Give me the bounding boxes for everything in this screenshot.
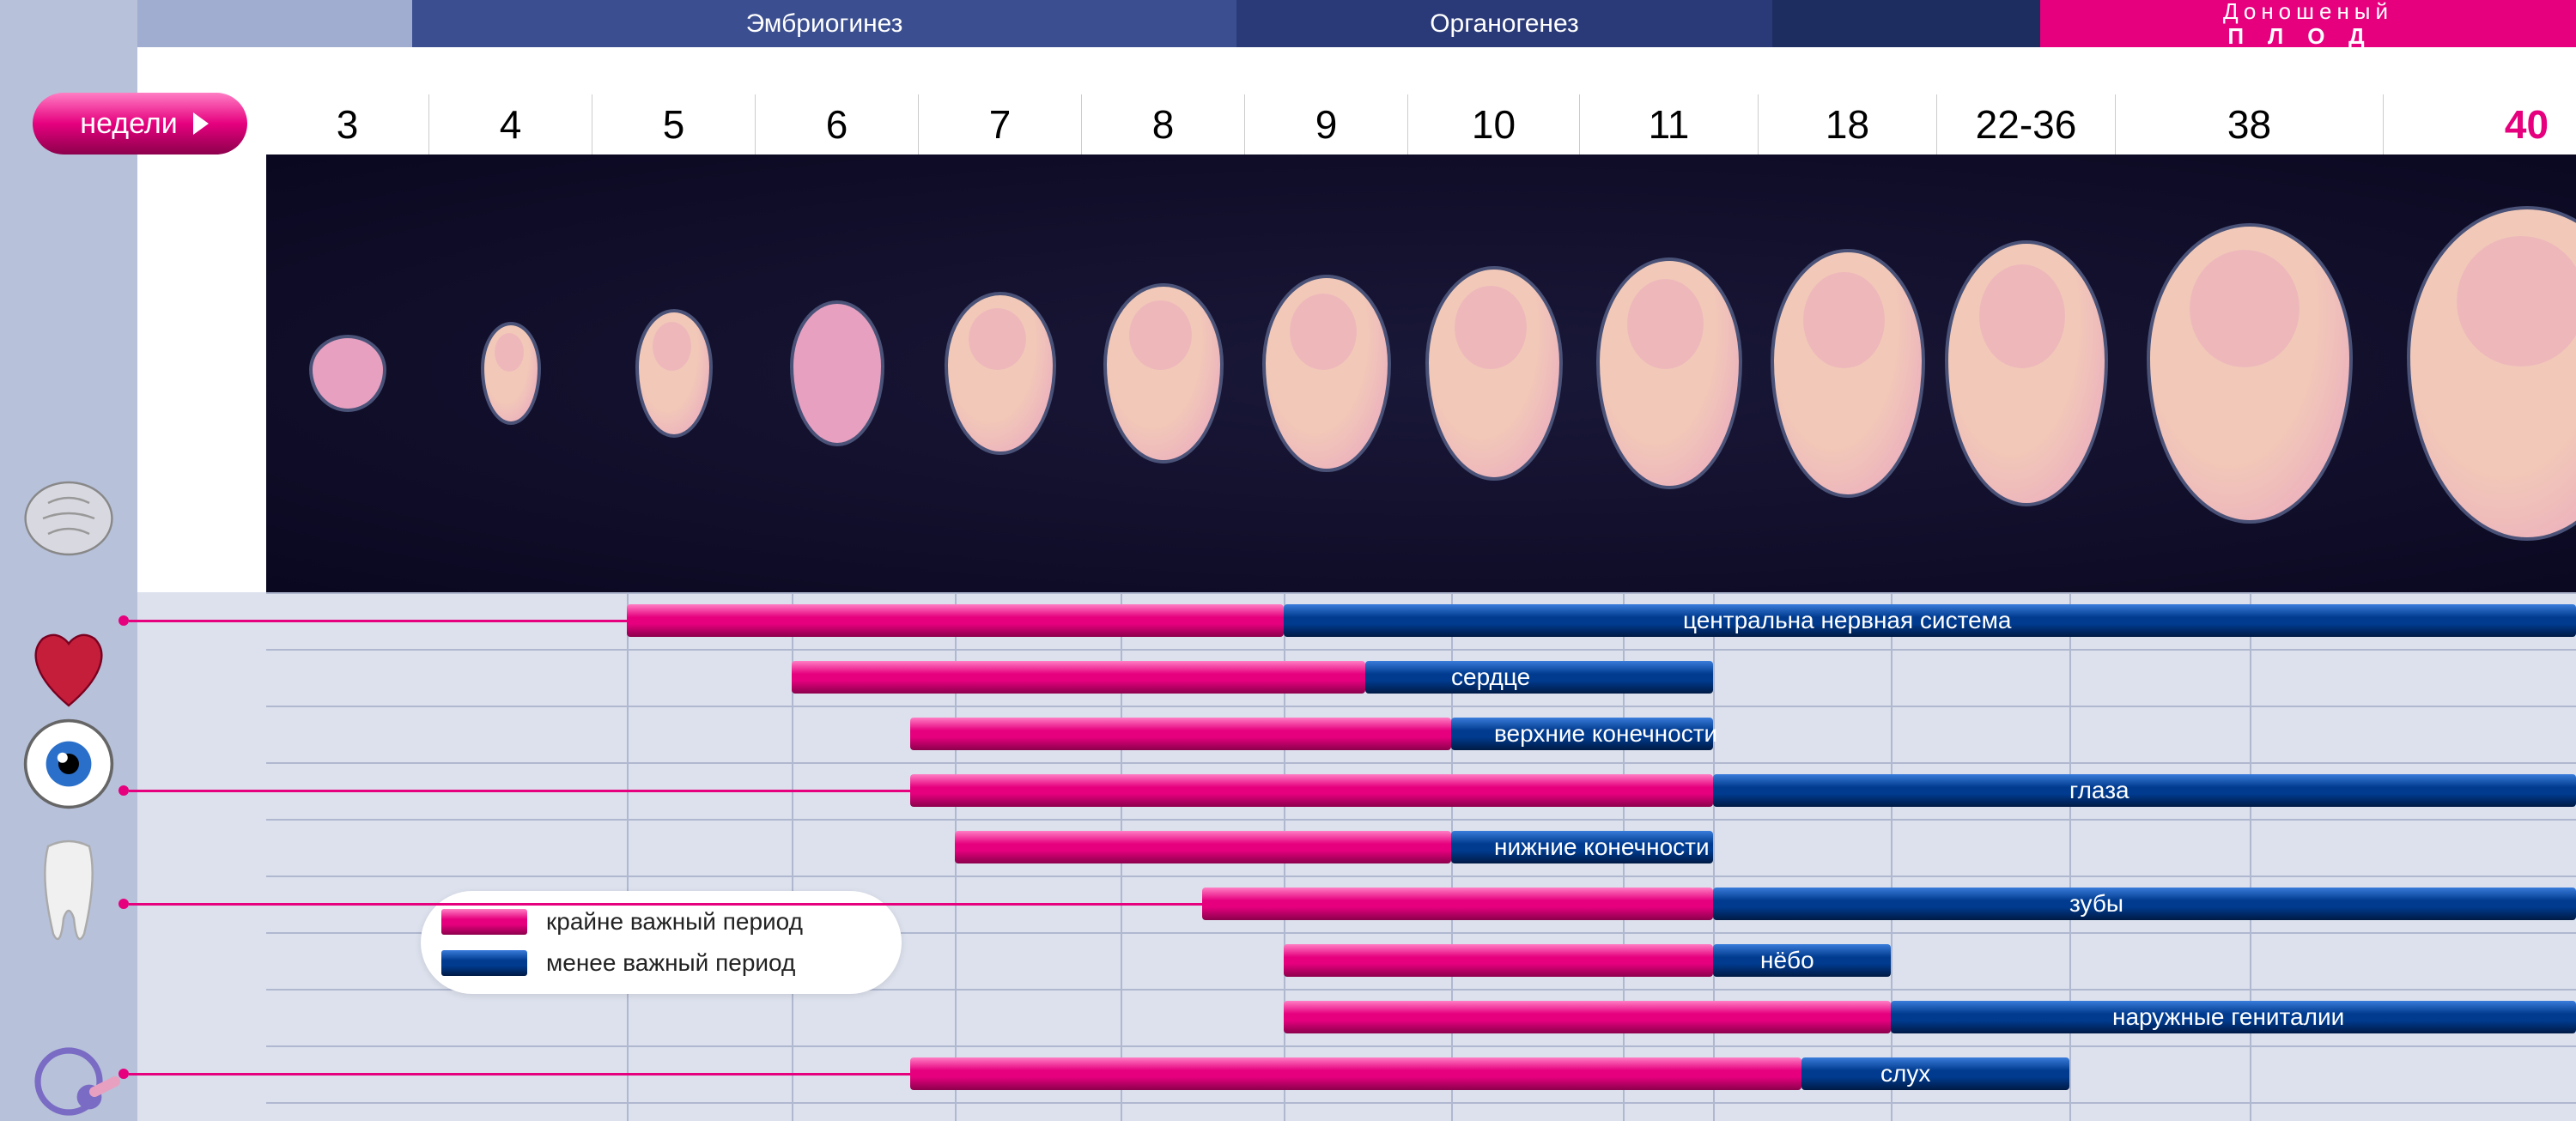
less-critical-period-bar: сердце [1365,661,1713,694]
less-critical-period-bar: слух [1801,1057,2069,1090]
eye-icon [17,712,120,815]
critical-period-bar [1284,944,1713,977]
less-critical-period-bar: центральна нервная система [1284,604,2576,637]
critical-period-bar [1202,888,1713,920]
week-cell: 18 [1759,94,1937,154]
weeks-badge: недели [33,93,247,154]
heart-icon [17,618,120,721]
embryo-cell [1580,154,1759,592]
critical-period-bar [955,831,1451,863]
organ-system-label: верхние конечности [1494,720,1717,748]
embryo-illustration [945,292,1056,455]
embryo-illustration [1262,275,1391,472]
critical-period-bar [792,661,1365,694]
week-cell: 22-36 [1937,94,2116,154]
week-cell: 11 [1580,94,1759,154]
period-block: ДоношеныйПЛОД [2040,0,2576,47]
embryo-cell [756,154,919,592]
embryo-illustration [309,335,386,412]
embryo-cell [592,154,756,592]
periods-header: ЭмбриогинезОрганогенез ДоношеныйПЛОД [137,0,2576,47]
week-cell: 5 [592,94,756,154]
legend-swatch [441,950,527,976]
week-cell: 10 [1408,94,1580,154]
embryo-cell [2384,154,2576,592]
week-cell: 8 [1082,94,1245,154]
week-cell: 38 [2116,94,2384,154]
less-critical-period-bar: нижние конечности [1451,831,1713,863]
embryo-cell [919,154,1082,592]
organ-system-label: слух [1880,1060,1930,1088]
embryo-cell [429,154,592,592]
organ-system-label: сердце [1451,663,1530,691]
chart-area: крайне важный периодменее важный период … [137,592,2576,1121]
critical-period-bar [910,718,1451,750]
organ-system-label: нёбо [1760,947,1814,974]
connector-line [129,903,1202,906]
legend-swatch [441,909,527,935]
less-critical-period-bar: нёбо [1713,944,1891,977]
connector-line [129,620,627,622]
critical-period-bar [910,1057,1801,1090]
period-block: Органогенез [1236,0,1772,47]
embryo-cell [1759,154,1937,592]
less-critical-period-bar: верхние конечности [1451,718,1713,750]
week-cell: 9 [1245,94,1408,154]
ear-icon [17,1030,120,1133]
embryo-cell [1408,154,1580,592]
week-cell: 3 [266,94,429,154]
embryo-illustration [2147,223,2353,524]
week-cell: 40 [2384,94,2576,154]
week-cell: 6 [756,94,919,154]
critical-period-bar [1284,1001,1891,1033]
connector-line [129,1073,910,1075]
legend-label: крайне важный период [546,908,803,936]
period-block: Эмбриогинез [412,0,1236,47]
organ-system-label: наружные гениталии [2112,1003,2344,1031]
embryo-illustration [1425,266,1563,481]
brain-icon [17,472,120,575]
less-critical-period-bar: зубы [1713,888,2576,920]
legend-label: менее важный период [546,949,795,977]
embryo-illustration [635,309,713,438]
embryo-cell [266,154,429,592]
connector-line [129,790,910,792]
embryo-cell [2116,154,2384,592]
organ-system-label: нижние конечности [1494,833,1710,861]
embryo-illustration [1596,258,1742,489]
embryo-illustration [790,300,884,446]
embryo-cell [1937,154,2116,592]
legend: крайне важный период менее важный период [421,891,902,994]
embryo-illustration [2407,206,2576,541]
week-cell: 7 [919,94,1082,154]
weeks-badge-label: недели [80,107,177,141]
less-critical-period-bar: наружные гениталии [1891,1001,2576,1033]
embryo-cell [1245,154,1408,592]
embryo-illustration [1771,249,1925,498]
tooth-icon [17,841,120,944]
embryo-illustration [1945,240,2108,506]
week-cell: 4 [429,94,592,154]
organ-system-label: центральна нервная система [1683,607,2011,634]
period-block [1772,0,2040,47]
embryo-illustration [1103,283,1224,464]
critical-period-bar [910,774,1713,807]
embryo-strip [266,154,2576,592]
weeks-row: 345678910111822-363840 [266,94,2576,154]
legend-row: крайне важный период [441,908,902,936]
critical-period-bar [627,604,1284,637]
chevron-right-icon [193,112,209,135]
organ-system-label: глаза [2069,777,2129,804]
period-block [137,0,412,47]
less-critical-period-bar: глаза [1713,774,2576,807]
embryo-cell [1082,154,1245,592]
embryo-illustration [481,322,541,425]
organ-system-label: зубы [2069,890,2123,918]
legend-row: менее важный период [441,949,902,977]
